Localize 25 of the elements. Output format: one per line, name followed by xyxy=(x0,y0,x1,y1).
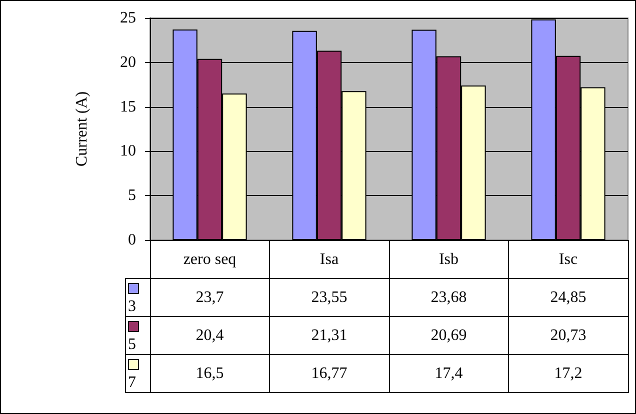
data-label: 17,2 xyxy=(508,354,628,392)
y-tick-label: 15 xyxy=(120,98,136,116)
y-tick-label: 25 xyxy=(120,10,136,26)
data-label: 21,31 xyxy=(270,316,389,354)
legend-label: 3 xyxy=(126,278,150,316)
y-tick-label: 20 xyxy=(120,54,136,71)
y-tick-label: 5 xyxy=(128,187,136,204)
y-axis-title: Current (A) xyxy=(74,91,90,167)
data-label: 16,5 xyxy=(150,354,270,392)
data-label: 23,68 xyxy=(389,278,508,316)
data-label: 20,4 xyxy=(150,316,270,354)
x-tick-label: zero seq xyxy=(150,240,270,278)
data-label: 16,77 xyxy=(270,354,389,392)
y-tick-label: 10 xyxy=(120,142,136,160)
data-label: 24,85 xyxy=(508,278,628,316)
x-tick-label: Isa xyxy=(270,240,389,278)
data-label: 20,73 xyxy=(508,316,628,354)
data-label: 17,4 xyxy=(389,354,508,392)
data-label: 23,7 xyxy=(150,278,270,316)
data-label: 20,69 xyxy=(389,316,508,354)
x-tick-label: Isb xyxy=(389,240,508,278)
data-label: 23,55 xyxy=(270,278,389,316)
x-tick-label: Isc xyxy=(508,240,628,278)
y-tick-label: 0 xyxy=(128,232,136,248)
legend-label: 7 xyxy=(126,354,150,392)
